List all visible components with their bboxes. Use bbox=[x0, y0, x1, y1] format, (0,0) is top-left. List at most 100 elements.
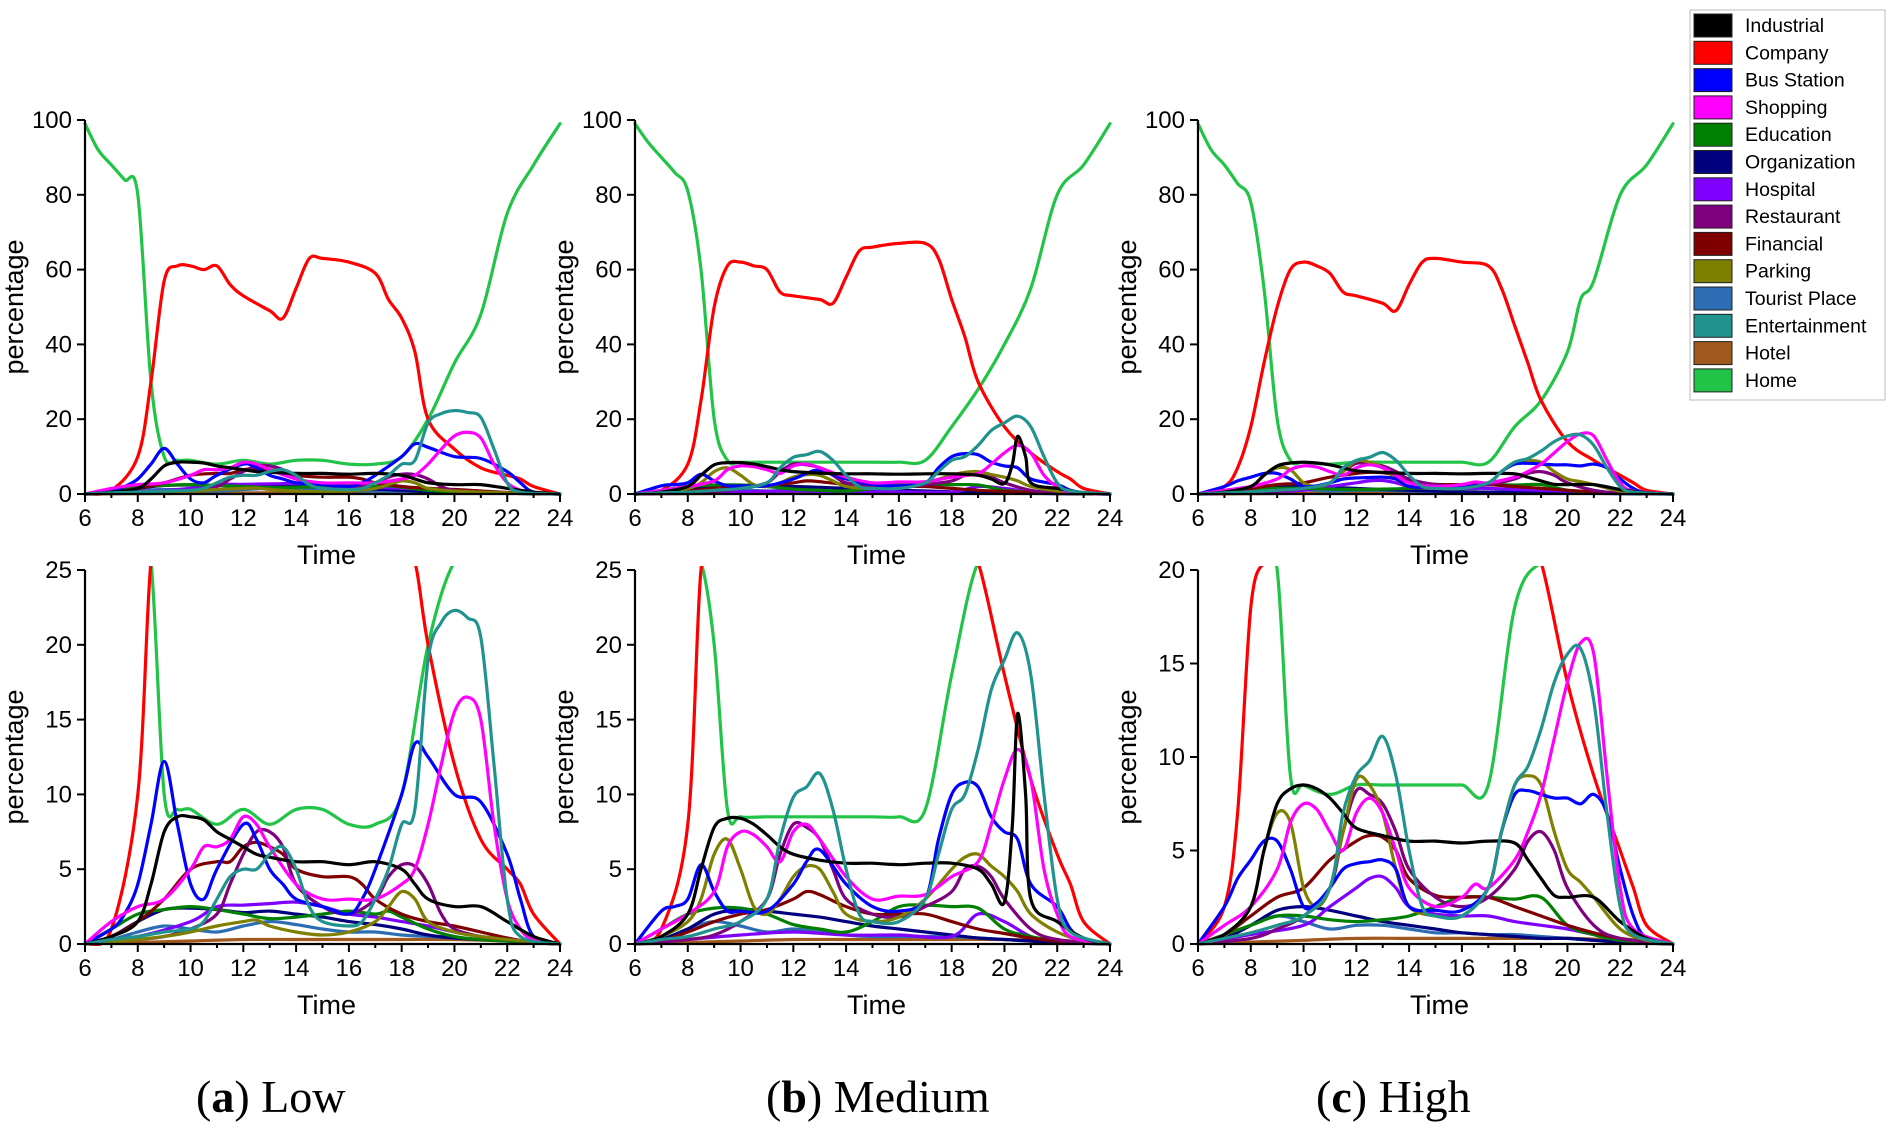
series-line-home bbox=[149, 566, 455, 829]
caption-medium-letter: b bbox=[781, 1071, 807, 1122]
x-tick-label: 14 bbox=[283, 505, 310, 532]
x-tick-label: 16 bbox=[336, 955, 363, 982]
x-tick-label: 24 bbox=[1097, 955, 1124, 982]
series-line-shopping bbox=[633, 443, 1112, 496]
x-tick-label: 16 bbox=[1449, 505, 1476, 532]
x-axis-title: Time bbox=[847, 540, 906, 570]
series-line-company bbox=[83, 566, 562, 946]
x-tick-label: 8 bbox=[131, 955, 144, 982]
legend-label: Restaurant bbox=[1745, 206, 1841, 228]
y-tick-label: 40 bbox=[595, 331, 622, 358]
x-tick-label: 8 bbox=[1244, 955, 1257, 982]
series-line-parking bbox=[633, 837, 1112, 946]
x-axis-title: Time bbox=[1410, 540, 1469, 570]
x-tick-label: 10 bbox=[727, 505, 754, 532]
y-tick-label: 60 bbox=[1158, 257, 1185, 284]
legend-item-financial: Financial bbox=[1693, 231, 1823, 256]
series-line-home bbox=[700, 566, 979, 826]
caption-medium-text: Medium bbox=[822, 1071, 990, 1122]
legend-item-entertainment: Entertainment bbox=[1693, 313, 1867, 338]
panel-low-zoom: 6 8 10 12 14 16 18 20 22 24 0 5 10 15 20 25 Time percenta… bbox=[0, 557, 574, 1020]
legend-item-organization: Organization bbox=[1693, 150, 1856, 174]
series-line-organization bbox=[633, 907, 1112, 946]
legend-item-company: Company bbox=[1693, 40, 1829, 65]
x-tick-label: 18 bbox=[388, 505, 415, 532]
series-line-restaurant bbox=[1196, 786, 1675, 946]
x-tick-label: 14 bbox=[833, 955, 860, 982]
legend-label: Organization bbox=[1745, 152, 1856, 174]
series-line-home bbox=[83, 122, 562, 467]
y-tick-label: 5 bbox=[609, 856, 622, 883]
legend-swatch bbox=[1693, 40, 1733, 65]
x-tick-label: 12 bbox=[230, 955, 257, 982]
caption-low-letter: a bbox=[211, 1071, 234, 1122]
series-line-parking bbox=[83, 889, 562, 946]
legend-swatch bbox=[1693, 95, 1733, 120]
series-line-shopping bbox=[1196, 636, 1675, 946]
caption-low: (a) Low bbox=[196, 1071, 346, 1122]
legend-swatch bbox=[1693, 150, 1733, 174]
y-tick-label: 10 bbox=[595, 781, 622, 808]
x-tick-label: 22 bbox=[494, 505, 521, 532]
captions: (a) Low (b) Medium (c) High bbox=[196, 1071, 1471, 1122]
y-tick-label: 80 bbox=[45, 182, 72, 209]
y-tick-label: 0 bbox=[1172, 931, 1185, 958]
x-axis-title: Time bbox=[297, 990, 356, 1020]
legend-item-hotel: Hotel bbox=[1693, 341, 1791, 366]
series-line-home bbox=[1196, 122, 1675, 467]
y-tick-label: 25 bbox=[595, 557, 622, 584]
x-tick-label: 20 bbox=[1554, 955, 1581, 982]
series-line-entertainment bbox=[1196, 643, 1675, 946]
series-line-industrial bbox=[83, 813, 562, 946]
caption-low-text: Low bbox=[250, 1071, 347, 1122]
x-tick-label: 22 bbox=[1044, 505, 1071, 532]
x-tick-label: 16 bbox=[886, 505, 913, 532]
y-tick-label: 0 bbox=[609, 931, 622, 958]
y-axis-title: percentage bbox=[549, 239, 579, 374]
y-tick-label: 20 bbox=[45, 632, 72, 659]
series-line-shopping bbox=[633, 747, 1112, 946]
x-tick-label: 18 bbox=[1501, 505, 1528, 532]
series-group bbox=[1196, 122, 1675, 496]
x-tick-label: 10 bbox=[727, 955, 754, 982]
legend-item-restaurant: Restaurant bbox=[1693, 204, 1841, 229]
x-tick-label: 20 bbox=[441, 505, 468, 532]
x-tick-label: 16 bbox=[886, 955, 913, 982]
x-tick-label: 6 bbox=[78, 955, 91, 982]
legend-swatch bbox=[1693, 368, 1733, 393]
x-axis-title: Time bbox=[297, 540, 356, 570]
x-tick-label: 24 bbox=[547, 955, 574, 982]
legend-swatch bbox=[1693, 341, 1733, 366]
legend-item-hospital: Hospital bbox=[1693, 177, 1815, 202]
y-tick-label: 60 bbox=[45, 257, 72, 284]
y-axis-title: percentage bbox=[1112, 689, 1142, 824]
series-group bbox=[83, 122, 562, 496]
x-tick-label: 8 bbox=[1244, 505, 1257, 532]
legend-label: Hotel bbox=[1745, 343, 1791, 365]
x-tick-label: 10 bbox=[1290, 505, 1317, 532]
series-line-shopping bbox=[1196, 431, 1675, 496]
legend-swatch bbox=[1693, 13, 1733, 38]
legend-label: Home bbox=[1745, 370, 1797, 392]
x-tick-label: 20 bbox=[441, 955, 468, 982]
legend-label: Bus Station bbox=[1745, 70, 1845, 92]
legend-item-tourist-place: Tourist Place bbox=[1693, 286, 1857, 311]
caption-high-letter: c bbox=[1331, 1071, 1351, 1122]
y-tick-label: 20 bbox=[595, 632, 622, 659]
y-tick-label: 60 bbox=[595, 257, 622, 284]
y-axis-title: percentage bbox=[0, 239, 29, 374]
series-line-home bbox=[633, 122, 1112, 466]
legend-label: Shopping bbox=[1745, 97, 1827, 119]
series-line-education bbox=[83, 905, 562, 946]
x-tick-label: 18 bbox=[388, 955, 415, 982]
legend-swatch bbox=[1693, 68, 1733, 93]
legend-label: Tourist Place bbox=[1745, 288, 1857, 310]
y-tick-label: 15 bbox=[1158, 651, 1185, 678]
x-tick-label: 24 bbox=[1097, 505, 1124, 532]
legend-item-shopping: Shopping bbox=[1693, 95, 1827, 120]
x-tick-label: 6 bbox=[78, 505, 91, 532]
x-tick-label: 16 bbox=[1449, 955, 1476, 982]
x-tick-label: 20 bbox=[991, 955, 1018, 982]
y-tick-label: 100 bbox=[582, 107, 622, 134]
series-line-company bbox=[1196, 256, 1675, 496]
